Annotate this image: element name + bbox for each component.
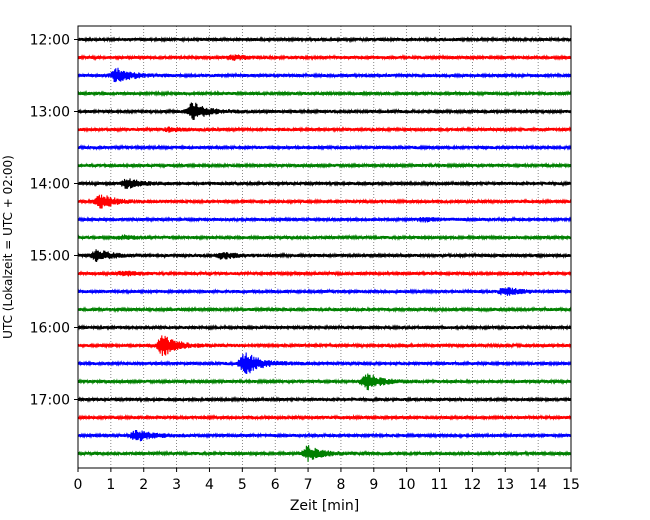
plot-frame [77,25,572,469]
y-tick-label: 16:00 [30,321,70,337]
y-tick-label: 17:00 [30,393,70,409]
x-tick-label: 11 [431,477,449,493]
x-tick-label: 8 [336,477,345,493]
x-tick-label: 9 [369,477,378,493]
trace-1630 [77,352,572,374]
trace-1545 [77,305,572,314]
x-tick-label: 2 [139,477,148,493]
trace-1530 [77,287,572,296]
x-axis-label: Zeit [min] [290,498,359,514]
y-tick-label: 13:00 [30,105,70,121]
trace-1515 [77,269,572,277]
x-tick-label: 0 [74,477,83,493]
trace-1600 [77,324,572,331]
x-tick-label: 15 [562,477,580,493]
x-tick-label: 6 [271,477,280,493]
trace-1315 [77,125,572,134]
trace-1200 [77,35,572,44]
x-tick-label: 3 [172,477,181,493]
trace-1415 [77,194,572,209]
trace-1215 [77,53,572,62]
y-tick-label: 12:00 [30,33,70,49]
x-tick-label: 13 [496,477,514,493]
x-tick-label: 5 [238,477,247,493]
y-tick-label: 14:00 [30,177,70,193]
trace-1500 [77,249,572,263]
trace-group [77,35,572,462]
trace-1330 [77,143,572,151]
y-axis-label: UTC (Lokalzeit = UTC + 02:00) [1,155,15,339]
x-tick-label: 14 [529,477,547,493]
trace-1430 [77,216,572,224]
trace-1345 [77,161,572,170]
trace-1700 [77,395,572,404]
trace-1230 [77,67,572,83]
trace-1245 [77,89,572,98]
trace-1400 [77,178,572,189]
x-tick-label: 10 [398,477,416,493]
trace-1730 [77,430,572,442]
trace-1300 [77,102,572,120]
trace-1445 [77,233,572,241]
x-tick-label: 4 [205,477,214,493]
trace-1645 [77,373,572,391]
trace-1615 [77,335,572,357]
x-tick-label: 1 [106,477,115,493]
x-tick-label: 7 [304,477,313,493]
trace-1715 [77,413,572,422]
y-axis: 12:00 13:00 14:00 15:00 16:00 17:00 [30,33,78,409]
x-tick-label: 12 [463,477,481,493]
trace-1745 [77,445,572,462]
x-axis: 0 1 2 3 4 5 6 7 8 9 10 11 12 13 14 15 [74,468,580,493]
y-tick-label: 15:00 [30,249,70,265]
